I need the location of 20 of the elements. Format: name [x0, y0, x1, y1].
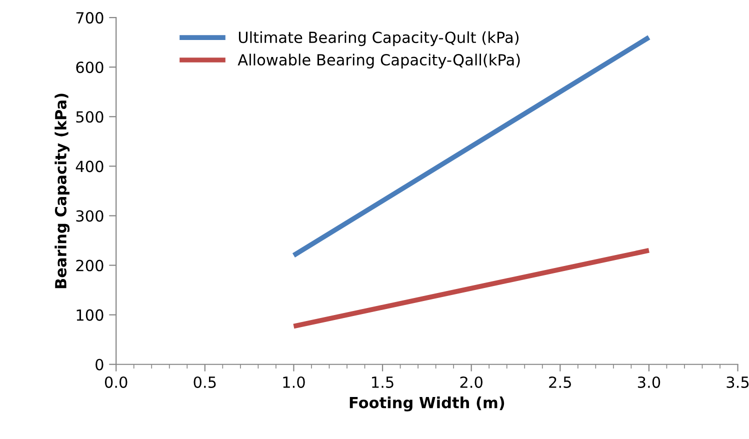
y-tick-label: 500	[76, 111, 104, 123]
y-tick-label: 300	[76, 210, 104, 222]
x-tick-label: 0.0	[104, 376, 128, 388]
x-tick-label: 3.5	[726, 376, 749, 388]
x-tick-label: 1.0	[283, 376, 305, 388]
y-tick-label: 200	[76, 260, 104, 272]
y-axis-title: Bearing Capacity (kPa)	[54, 94, 70, 288]
x-tick-label: 1.5	[372, 376, 394, 388]
x-axis-title: Footing Width (m)	[350, 396, 504, 412]
y-tick-label: 100	[76, 309, 104, 321]
y-tick-label: 600	[76, 62, 104, 74]
y-tick-label: 400	[76, 160, 104, 172]
x-tick-label: 0.5	[194, 376, 216, 388]
x-tick-label: 2.5	[549, 376, 571, 388]
x-tick-label: 2.0	[460, 376, 482, 388]
legend-label: Ultimate Bearing Capacity-Qult (kPa)	[238, 31, 518, 46]
y-tick-label: 0	[96, 358, 104, 370]
x-tick-label: 3.0	[638, 376, 660, 388]
legend-label: Allowable Bearing Capacity-Qall(kPa)	[238, 54, 520, 69]
y-tick-label: 700	[76, 12, 104, 24]
